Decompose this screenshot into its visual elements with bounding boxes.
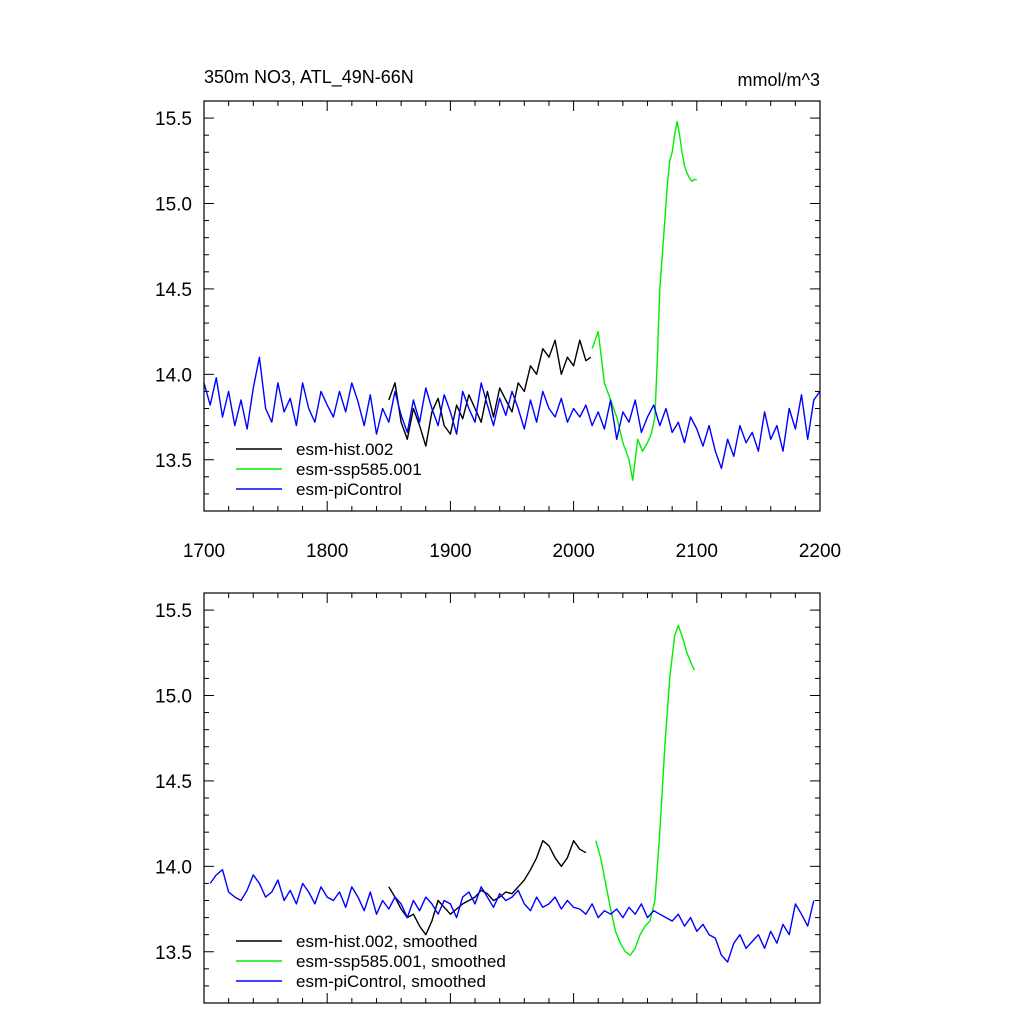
legend-label: esm-ssp585.001, smoothed — [296, 952, 506, 971]
y-tick-label: 13.5 — [155, 943, 192, 964]
series-line-0 — [388, 339, 592, 447]
legend-label: esm-hist.002 — [296, 440, 393, 459]
legend-label: esm-piControl, smoothed — [296, 972, 486, 991]
bottom-panel: 13.5 14.0 14.5 15.0 15.5 esm-hist.002, smoot… — [155, 592, 821, 1004]
axis-ticks: 13.5 14.0 14.5 15.0 15.5 — [155, 592, 821, 1004]
y-tick-label: 14.5 — [155, 772, 192, 793]
series-line-1 — [595, 624, 695, 956]
legend-label: esm-ssp585.001 — [296, 460, 422, 479]
top-panel: 350m NO3, ATL_49N-66N mmol/m^3 13.514.01… — [155, 67, 841, 562]
x-tick-label: 1700 — [183, 541, 225, 562]
legend-label: esm-hist.002, smoothed — [296, 932, 477, 951]
units-label: mmol/m^3 — [738, 70, 820, 90]
y-tick-label: 14.5 — [155, 280, 192, 301]
x-tick-label: 2200 — [799, 541, 841, 562]
plot-frame — [203, 592, 821, 1004]
x-tick-label: 1800 — [306, 541, 348, 562]
series-line-2 — [209, 869, 815, 963]
x-tick-label: 2000 — [552, 541, 594, 562]
legend-label: esm-piControl — [296, 480, 402, 499]
series-group — [203, 120, 821, 481]
y-tick-label: 14.0 — [155, 365, 192, 386]
y-tick-label: 15.0 — [155, 195, 192, 216]
x-tick-label: 1900 — [429, 541, 471, 562]
plot-frame — [203, 100, 821, 512]
series-line-1 — [591, 120, 697, 481]
x-tick-label: 2100 — [676, 541, 718, 562]
y-tick-label: 15.5 — [155, 601, 192, 622]
y-tick-label: 13.5 — [155, 451, 192, 472]
y-tick-label: 15.5 — [155, 109, 192, 130]
series-group — [209, 624, 815, 963]
axis-ticks: 13.5 14.0 14.5 15.0 15.5 1700 1800 1900 2000 2100… — [155, 100, 841, 562]
y-tick-label: 15.0 — [155, 687, 192, 708]
series-line-0 — [388, 840, 587, 936]
chart-title: 350m NO3, ATL_49N-66N — [204, 67, 414, 88]
y-tick-label: 14.0 — [155, 857, 192, 878]
series-line-2 — [203, 356, 821, 469]
